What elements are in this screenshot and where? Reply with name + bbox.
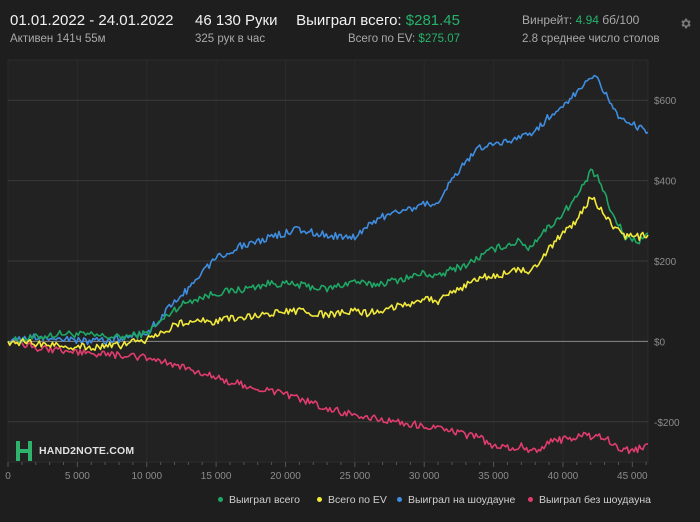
winrate-unit: бб/100 (598, 13, 640, 27)
winrate-label: Винрейт: (522, 13, 576, 27)
ev-total-value: $275.07 (418, 33, 460, 45)
y-tick-label: $400 (654, 177, 677, 188)
legend-item-won-total[interactable]: Выиграл всего (218, 494, 300, 506)
won-total-label: Выиграл всего: (296, 12, 406, 29)
hands-count: 46 130 Руки (195, 12, 278, 29)
legend-label-ev: Всего по EV (328, 494, 387, 506)
x-tick-label: 15 000 (201, 471, 232, 482)
won-total-value: $281.45 (405, 12, 460, 29)
legend-dot-no-showdown (528, 496, 533, 502)
series-line-won-total (7, 168, 649, 346)
x-tick-label: 10 000 (131, 471, 162, 482)
hand2note-logo-text: HAND2NOTE.COM (39, 445, 135, 457)
x-tick-label: 5 000 (65, 471, 90, 482)
legend-dot-showdown (397, 496, 402, 502)
legend-label-won-total: Выиграл всего (229, 494, 300, 506)
summary-header: 01.01.2022 - 24.01.2022 Активен 141ч 55м… (0, 0, 700, 52)
legend-item-ev[interactable]: Всего по EV (317, 494, 387, 506)
chart-legend: Выиграл всего Всего по EV Выиграл на шоу… (0, 494, 700, 508)
y-tick-label: -$200 (654, 418, 680, 429)
series-line-ev (7, 196, 649, 352)
y-tick-label: $0 (654, 337, 666, 348)
x-tick-label: 35 000 (478, 471, 509, 482)
y-tick-label: $200 (654, 257, 677, 268)
x-tick-label: 30 000 (409, 471, 440, 482)
x-tick-label: 40 000 (548, 471, 579, 482)
x-tick-label: 45 000 (617, 471, 648, 482)
y-tick-label: $600 (654, 96, 677, 107)
series-line-no-showdown (7, 338, 649, 455)
date-range[interactable]: 01.01.2022 - 24.01.2022 (10, 12, 174, 29)
active-time: Активен 141ч 55м (10, 33, 106, 45)
legend-dot-ev (317, 496, 322, 502)
avg-tables: 2.8 среднее число столов (522, 33, 660, 45)
ev-total-label: Всего по EV: (347, 33, 419, 45)
gear-icon-svg (681, 18, 691, 29)
legend-dot-won-total (218, 496, 223, 502)
winrate: Винрейт: 4.94 бб/100 (522, 13, 639, 27)
legend-label-no-showdown: Выиграл без шоудауна (539, 494, 651, 506)
legend-item-no-showdown[interactable]: Выиграл без шоудауна (528, 494, 651, 506)
hands-per-hour: 325 рук в час (195, 33, 266, 45)
x-tick-label: 20 000 (270, 471, 301, 482)
profit-chart: -$200 $0 $200 $400 $600 0 5 000 10 000 15 000 20 … (5, 59, 680, 482)
ev-total: Всего по EV: $275.07 (348, 33, 460, 45)
gear-icon[interactable] (679, 17, 692, 30)
won-total: Выиграл всего: $281.45 (296, 12, 460, 29)
x-tick-label: 25 000 (340, 471, 371, 482)
hand2note-logo-icon (16, 441, 32, 461)
winrate-value: 4.94 (575, 13, 599, 27)
legend-label-showdown: Выиграл на шоудауне (408, 494, 516, 506)
legend-item-showdown[interactable]: Выиграл на шоудауне (397, 494, 515, 506)
series-line-showdown (7, 74, 649, 346)
x-tick-label: 0 (5, 471, 11, 482)
